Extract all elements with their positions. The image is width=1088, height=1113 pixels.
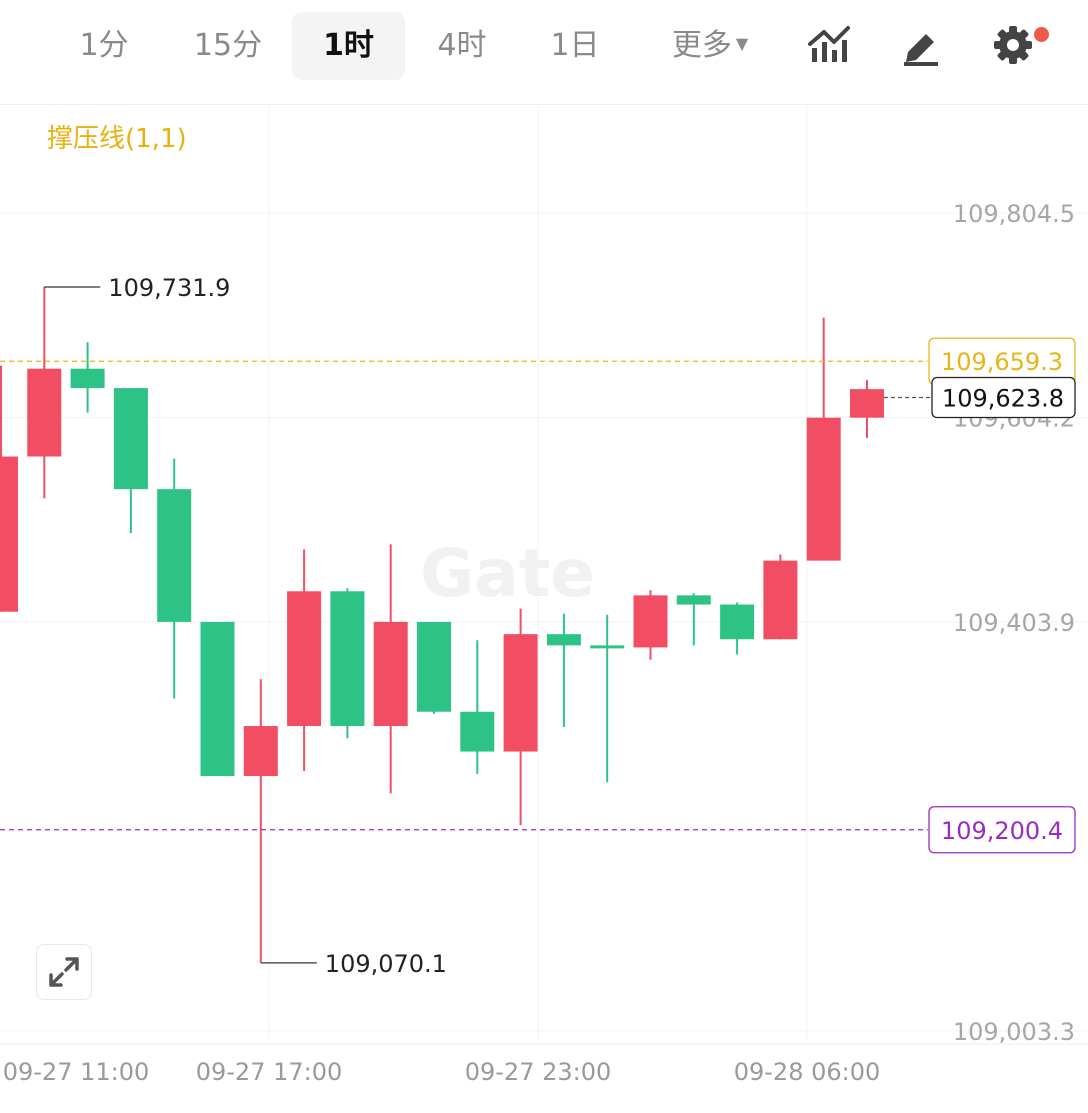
candle-body bbox=[633, 595, 668, 648]
y-tick-label: 109,403.9 bbox=[953, 609, 1075, 637]
candle-body bbox=[70, 368, 105, 389]
fullscreen-button[interactable] bbox=[36, 944, 92, 1000]
candle-body bbox=[373, 621, 408, 727]
candle-body bbox=[850, 389, 884, 418]
candle-body bbox=[27, 368, 62, 457]
y-tick-label: 109,003.3 bbox=[953, 1018, 1075, 1046]
chevron-down-icon: ▼ bbox=[735, 33, 749, 53]
x-tick-label: 09-28 06:00 bbox=[734, 1058, 881, 1086]
settings-gear-icon[interactable] bbox=[990, 22, 1036, 68]
tab-4h[interactable]: 4时 bbox=[437, 28, 487, 63]
candle-body bbox=[546, 634, 581, 646]
candle-body bbox=[330, 591, 365, 727]
support-box bbox=[928, 806, 1076, 854]
candle-body bbox=[417, 621, 451, 712]
candle-body bbox=[157, 489, 192, 622]
x-tick-label: 09-27 11:00 bbox=[3, 1058, 150, 1086]
candle-body bbox=[806, 417, 841, 561]
expand-icon bbox=[49, 957, 79, 987]
last-price-label: 109,623.8 bbox=[942, 384, 1064, 412]
watermark-text: Gate bbox=[420, 535, 595, 612]
more-dropdown[interactable]: 更多 ▼ bbox=[648, 12, 772, 80]
candle-body bbox=[200, 621, 235, 777]
resistance-label: 109,659.3 bbox=[941, 348, 1063, 376]
candle-body bbox=[460, 711, 495, 752]
x-tick-label: 09-27 17:00 bbox=[196, 1058, 343, 1086]
candle-body bbox=[113, 388, 148, 490]
low-price-label: 109,070.1 bbox=[325, 950, 447, 978]
more-label: 更多 bbox=[671, 28, 732, 63]
tab-1h[interactable]: 1时 bbox=[292, 12, 405, 80]
candle-body bbox=[503, 634, 538, 752]
indicator-chart-icon[interactable] bbox=[806, 22, 852, 68]
candlestick-chart[interactable]: Gate109,804.5109,604.2109,403.9109,003.3… bbox=[0, 104, 1088, 1113]
support-label: 109,200.4 bbox=[941, 817, 1063, 845]
candle-body bbox=[590, 645, 625, 649]
last-price-box bbox=[931, 376, 1076, 419]
indicator-label: 撑压线(1,1) bbox=[47, 124, 187, 154]
y-tick-label: 109,804.5 bbox=[953, 200, 1075, 228]
candle-body bbox=[676, 595, 711, 605]
candle-body bbox=[243, 726, 278, 777]
tab-1m[interactable]: 1分 bbox=[79, 28, 129, 63]
notification-dot bbox=[1034, 27, 1049, 42]
candle-body bbox=[763, 560, 798, 640]
tab-15m[interactable]: 15分 bbox=[193, 28, 263, 63]
interval-toolbar: 1分 15分 1时 4时 1日 更多 ▼ bbox=[0, 0, 1088, 105]
candle-body bbox=[287, 591, 322, 727]
candle-body bbox=[0, 456, 18, 612]
candle-body bbox=[720, 604, 755, 640]
draw-pencil-icon[interactable] bbox=[898, 22, 944, 68]
x-tick-label: 09-27 23:00 bbox=[465, 1058, 612, 1086]
tab-1d[interactable]: 1日 bbox=[550, 28, 600, 63]
high-price-label: 109,731.9 bbox=[108, 274, 230, 302]
